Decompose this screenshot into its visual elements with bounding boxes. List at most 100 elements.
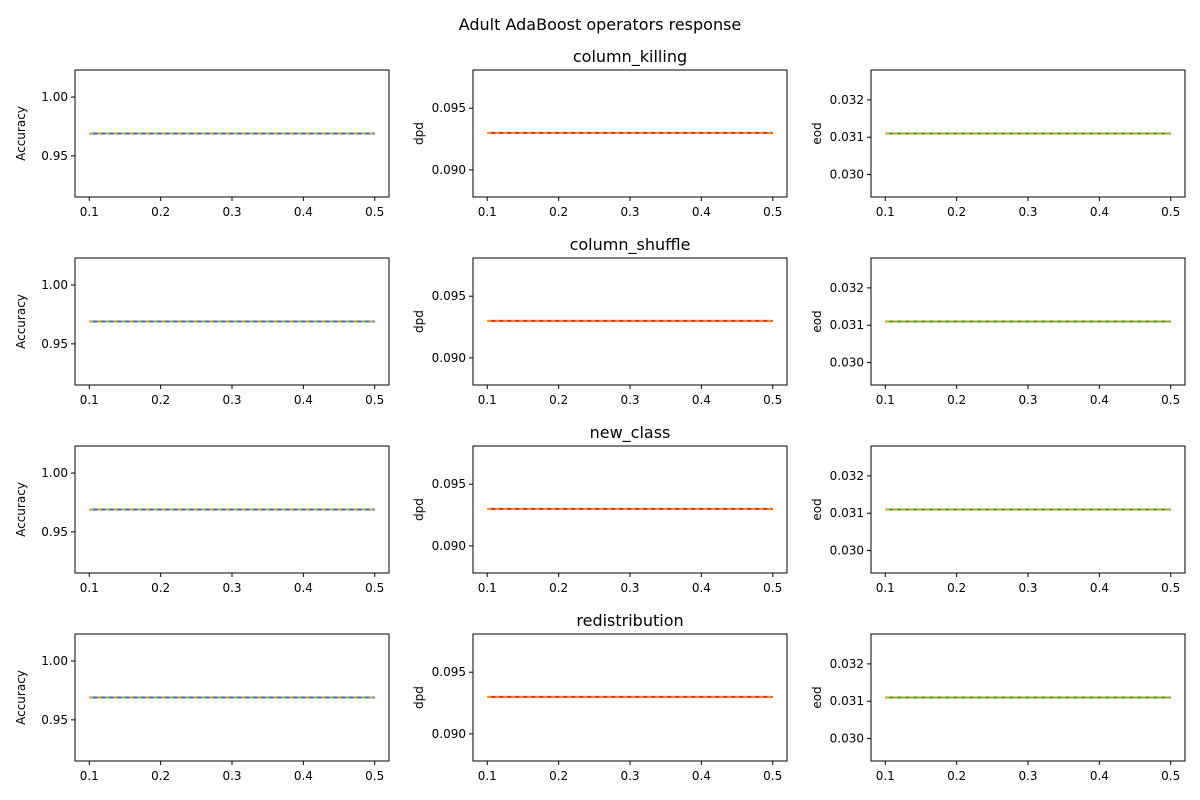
- figure-suptitle: Adult AdaBoost operators response: [459, 15, 742, 34]
- x-tick-label: 0.1: [876, 205, 895, 219]
- y-tick-label: 0.090: [432, 163, 466, 177]
- y-axis-label: eod: [810, 686, 824, 708]
- x-tick-label: 0.5: [365, 393, 384, 407]
- x-tick-label: 0.1: [478, 581, 497, 595]
- y-tick-label: 0.095: [432, 477, 466, 491]
- y-tick-label: 1.00: [41, 466, 68, 480]
- y-tick-label: 0.031: [830, 318, 864, 332]
- x-tick-label: 0.2: [151, 581, 170, 595]
- x-tick-label: 0.2: [947, 393, 966, 407]
- y-tick-label: 0.090: [432, 727, 466, 741]
- subplot-r1-c2: 0.1 0.2 0.3 0.4 0.5 0.030 0.031 0.032 eod: [810, 257, 1186, 407]
- y-axis-label: eod: [810, 122, 824, 144]
- y-tick-label: 0.090: [432, 351, 466, 365]
- x-tick-label: 0.2: [947, 205, 966, 219]
- x-tick-label: 0.3: [620, 205, 639, 219]
- x-tick-label: 0.4: [692, 393, 711, 407]
- y-tick-label: 0.031: [830, 506, 864, 520]
- x-tick-label: 0.5: [1161, 581, 1180, 595]
- y-tick-label: 0.090: [432, 539, 466, 553]
- x-tick-label: 0.1: [478, 769, 497, 783]
- x-tick-label: 0.3: [222, 769, 241, 783]
- x-tick-label: 0.4: [1090, 581, 1109, 595]
- y-tick-label: 0.95: [41, 713, 68, 727]
- y-axis-label: eod: [810, 498, 824, 520]
- x-tick-label: 0.3: [620, 581, 639, 595]
- x-tick-label: 0.1: [478, 393, 497, 407]
- y-tick-label: 0.095: [432, 101, 466, 115]
- x-tick-label: 0.2: [549, 769, 568, 783]
- y-axis-label: Accuracy: [14, 106, 28, 161]
- x-tick-label: 0.2: [151, 205, 170, 219]
- y-tick-label: 0.095: [432, 289, 466, 303]
- y-tick-label: 0.032: [830, 469, 864, 483]
- x-tick-label: 0.3: [620, 769, 639, 783]
- x-tick-label: 0.1: [876, 769, 895, 783]
- y-axis-label: dpd: [412, 498, 426, 521]
- x-tick-label: 0.4: [294, 581, 313, 595]
- y-axis-label: dpd: [412, 310, 426, 333]
- x-tick-label: 0.3: [1018, 205, 1037, 219]
- y-tick-label: 0.032: [830, 657, 864, 671]
- y-tick-label: 0.030: [830, 732, 864, 746]
- subplot-r2-c0: 0.1 0.2 0.3 0.4 0.5 0.95 1.00 Accuracy: [14, 445, 390, 595]
- subplot-r1-c1: 0.1 0.2 0.3 0.4 0.5 0.090 0.095 dpd column_shuff…: [412, 235, 788, 407]
- x-tick-label: 0.5: [365, 769, 384, 783]
- x-tick-label: 0.3: [222, 393, 241, 407]
- x-tick-label: 0.5: [763, 581, 782, 595]
- x-tick-label: 0.4: [1090, 769, 1109, 783]
- x-tick-label: 0.3: [620, 393, 639, 407]
- subplot-r1-c0: 0.1 0.2 0.3 0.4 0.5 0.95 1.00 Accuracy: [14, 257, 390, 407]
- y-tick-label: 0.030: [830, 356, 864, 370]
- y-tick-label: 1.00: [41, 278, 68, 292]
- y-tick-label: 0.032: [830, 93, 864, 107]
- x-tick-label: 0.5: [1161, 769, 1180, 783]
- y-tick-label: 0.032: [830, 281, 864, 295]
- x-tick-label: 0.2: [549, 205, 568, 219]
- subplot-r0-c1: 0.1 0.2 0.3 0.4 0.5 0.090 0.095 dpd column_killi…: [412, 47, 788, 219]
- y-axis-label: dpd: [412, 686, 426, 709]
- y-tick-label: 0.95: [41, 149, 68, 163]
- x-tick-label: 0.4: [294, 769, 313, 783]
- x-tick-label: 0.4: [294, 393, 313, 407]
- y-axis-label: Accuracy: [14, 482, 28, 537]
- x-tick-label: 0.5: [365, 581, 384, 595]
- x-tick-label: 0.4: [1090, 393, 1109, 407]
- x-tick-label: 0.3: [1018, 581, 1037, 595]
- y-axis-label: Accuracy: [14, 670, 28, 725]
- x-tick-label: 0.1: [80, 769, 99, 783]
- y-tick-label: 1.00: [41, 654, 68, 668]
- subplot-title: new_class: [590, 423, 671, 443]
- x-tick-label: 0.2: [549, 581, 568, 595]
- x-tick-label: 0.3: [222, 581, 241, 595]
- x-tick-label: 0.4: [692, 205, 711, 219]
- x-tick-label: 0.5: [1161, 393, 1180, 407]
- x-tick-label: 0.5: [365, 205, 384, 219]
- x-tick-label: 0.4: [1090, 205, 1109, 219]
- x-tick-label: 0.2: [947, 581, 966, 595]
- subplot-r0-c0: 0.1 0.2 0.3 0.4 0.5 0.95 1.00 Accuracy: [14, 69, 390, 219]
- subplot-r2-c2: 0.1 0.2 0.3 0.4 0.5 0.030 0.031 0.032 eod: [810, 445, 1186, 595]
- x-tick-label: 0.2: [549, 393, 568, 407]
- subplot-r3-c0: 0.1 0.2 0.3 0.4 0.5 0.95 1.00 Accuracy: [14, 633, 390, 783]
- y-tick-label: 0.030: [830, 544, 864, 558]
- x-tick-label: 0.1: [876, 393, 895, 407]
- x-tick-label: 0.3: [1018, 769, 1037, 783]
- subplot-title: redistribution: [576, 611, 683, 630]
- x-tick-label: 0.5: [763, 393, 782, 407]
- x-tick-label: 0.4: [692, 769, 711, 783]
- subplots-grid: 0.1 0.2 0.3 0.4 0.5 0.95 1.00 Accuracy 0.1 0.2 0.3…: [14, 47, 1186, 783]
- x-tick-label: 0.2: [947, 769, 966, 783]
- x-tick-label: 0.5: [1161, 205, 1180, 219]
- y-axis-label: eod: [810, 310, 824, 332]
- y-axis-label: dpd: [412, 122, 426, 145]
- x-tick-label: 0.1: [80, 581, 99, 595]
- y-tick-label: 0.095: [432, 665, 466, 679]
- x-tick-label: 0.3: [1018, 393, 1037, 407]
- subplot-r2-c1: 0.1 0.2 0.3 0.4 0.5 0.090 0.095 dpd new_class: [412, 423, 788, 595]
- subplot-title: column_killing: [573, 47, 687, 67]
- x-tick-label: 0.1: [80, 205, 99, 219]
- y-tick-label: 0.030: [830, 168, 864, 182]
- subplot-r3-c2: 0.1 0.2 0.3 0.4 0.5 0.030 0.031 0.032 eod: [810, 633, 1186, 783]
